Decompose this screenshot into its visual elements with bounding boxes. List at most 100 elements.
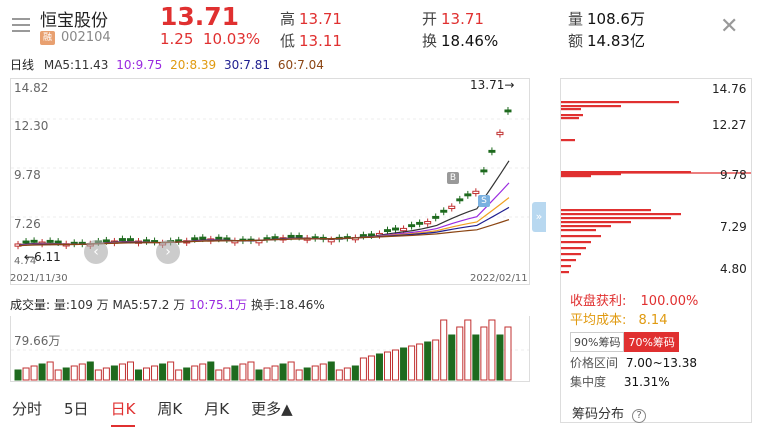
concentration-label: 集中度 bbox=[570, 375, 607, 389]
volume-bar bbox=[110, 365, 118, 381]
volume-label: 量 bbox=[568, 10, 584, 28]
chip-90-button[interactable]: 90%筹码 bbox=[570, 332, 625, 352]
candle bbox=[504, 109, 512, 113]
chip-bar bbox=[561, 241, 591, 244]
tab-5day[interactable]: 5日 bbox=[64, 400, 89, 418]
volume-bar bbox=[383, 351, 392, 381]
candle bbox=[488, 149, 496, 153]
volume-bar bbox=[400, 347, 408, 381]
volume-summary: 量:109 万 MA5:57.2 万 bbox=[53, 298, 186, 312]
volume-bar bbox=[94, 369, 102, 381]
volume-bar bbox=[335, 369, 343, 381]
candle bbox=[472, 190, 480, 195]
menu-icon[interactable] bbox=[12, 18, 30, 36]
tab-monthly-k[interactable]: 月K bbox=[204, 400, 230, 418]
next-icon[interactable]: › bbox=[156, 240, 180, 264]
high-label: 高 bbox=[280, 10, 296, 28]
candle bbox=[191, 237, 199, 241]
volume-bar bbox=[295, 369, 303, 381]
low-label: 低 bbox=[280, 32, 296, 50]
chip-bar bbox=[561, 217, 671, 220]
chip-bar bbox=[561, 247, 586, 250]
candle bbox=[295, 235, 303, 238]
volume-svg bbox=[11, 319, 529, 381]
candle bbox=[448, 205, 456, 210]
volume-bar bbox=[231, 365, 239, 381]
help-icon[interactable]: ? bbox=[632, 409, 647, 423]
ma5-value: MA5:11.43 bbox=[43, 58, 109, 72]
kline-y-label: 9.78 bbox=[14, 168, 41, 182]
candle bbox=[456, 198, 464, 202]
buy-signal-badge[interactable]: B bbox=[447, 172, 459, 184]
volume-chart[interactable] bbox=[10, 316, 530, 382]
concentration-row: 集中度 31.31% bbox=[570, 373, 670, 390]
chip-70-button[interactable]: 70%筹码 bbox=[624, 332, 679, 352]
volume-bar bbox=[416, 343, 424, 381]
profit-label: 收盘获利: bbox=[570, 294, 627, 309]
volume-bar bbox=[62, 367, 70, 381]
volume-bar bbox=[102, 367, 110, 381]
volume-bar bbox=[38, 363, 46, 381]
candle bbox=[424, 221, 432, 225]
chip-bar bbox=[561, 101, 679, 104]
volume-title: 成交量 bbox=[10, 298, 47, 312]
kline-y-label: 4.74 bbox=[14, 256, 37, 267]
volume-bar bbox=[504, 326, 512, 381]
candle bbox=[432, 215, 440, 219]
candle bbox=[408, 224, 416, 228]
chip-bar bbox=[561, 209, 651, 212]
chip-bar bbox=[561, 175, 591, 178]
volume-bar bbox=[392, 349, 400, 381]
chip-bar bbox=[561, 259, 576, 262]
sell-signal-badge[interactable]: S bbox=[478, 195, 490, 207]
volume-bar bbox=[263, 367, 271, 381]
amount-field: 额 14.83亿 bbox=[568, 30, 645, 51]
chip-bar bbox=[561, 139, 575, 142]
chip-bar bbox=[561, 265, 571, 268]
open-label: 开 bbox=[422, 10, 438, 28]
volume-bar bbox=[199, 363, 207, 381]
candle bbox=[400, 227, 408, 232]
chip-footer-label: 筹码分布 bbox=[572, 407, 625, 422]
volume-bar bbox=[118, 363, 126, 381]
tab-weekly-k[interactable]: 周K bbox=[157, 400, 183, 418]
avg-cost-label: 平均成本: bbox=[570, 313, 627, 328]
volume-value: 108.6万 bbox=[587, 10, 645, 28]
candle bbox=[480, 169, 488, 173]
expand-button[interactable]: » bbox=[532, 202, 546, 232]
volume-bar bbox=[175, 369, 183, 381]
kline-y-label: 12.30 bbox=[14, 119, 49, 133]
candle bbox=[464, 193, 472, 197]
tab-fenshi[interactable]: 分时 bbox=[12, 400, 43, 418]
candle bbox=[287, 234, 295, 238]
tab-more[interactable]: 更多▲ bbox=[251, 400, 293, 418]
chip-y-label: 14.76 bbox=[712, 82, 747, 96]
avg-cost-row: 平均成本: 8.14 bbox=[570, 309, 667, 328]
candle bbox=[367, 233, 375, 237]
tab-daily-k[interactable]: 日K bbox=[110, 398, 136, 427]
chip-bar bbox=[561, 117, 579, 120]
volume-bar bbox=[319, 363, 327, 381]
volume-bar bbox=[46, 361, 54, 381]
period-tabs: 分时 5日 日K 周K 月K 更多▲ bbox=[12, 398, 315, 427]
candle bbox=[54, 240, 62, 244]
open-value: 13.71 bbox=[441, 10, 484, 28]
candle bbox=[383, 229, 392, 233]
volume-bar bbox=[496, 334, 504, 381]
candle bbox=[359, 234, 367, 238]
end-date: 2022/02/11 bbox=[470, 273, 528, 284]
volume-bar bbox=[207, 361, 215, 381]
volume-bar bbox=[375, 353, 383, 381]
price-range-label: 价格区间 bbox=[570, 356, 619, 370]
change-pct: 10.03% bbox=[202, 30, 261, 48]
chip-svg bbox=[561, 101, 751, 274]
volume-legend: 成交量: 量:109 万 MA5:57.2 万 10:75.1万 换手:18.4… bbox=[10, 298, 325, 312]
volume-bar bbox=[143, 367, 151, 381]
prev-icon[interactable]: ‹ bbox=[84, 240, 108, 264]
candle bbox=[199, 236, 207, 240]
volume-bar bbox=[464, 319, 472, 381]
close-icon[interactable]: ✕ bbox=[720, 14, 739, 39]
margin-badge: 融 bbox=[40, 30, 56, 45]
chip-bar bbox=[561, 105, 621, 108]
chip-bar bbox=[561, 213, 681, 216]
